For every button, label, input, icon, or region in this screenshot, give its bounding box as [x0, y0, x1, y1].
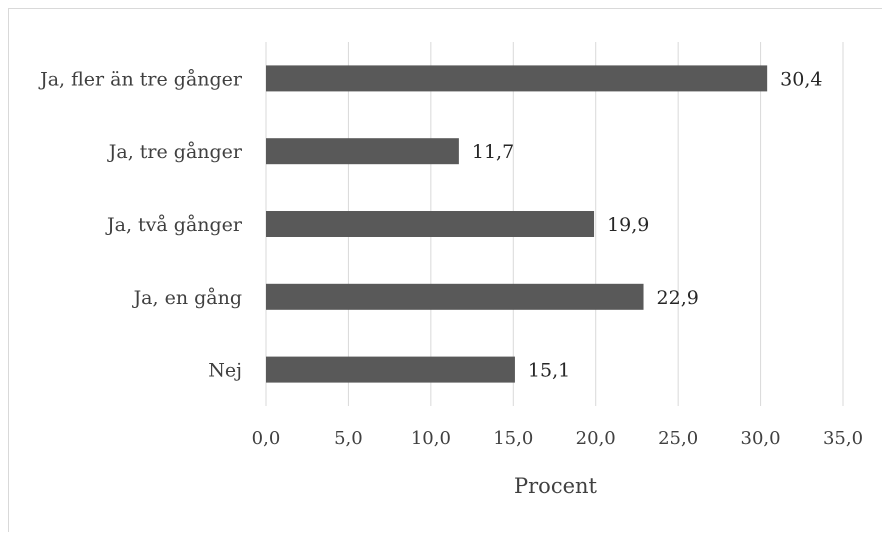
x-axis-title: Procent [514, 474, 598, 498]
x-tick-label: 15,0 [493, 428, 533, 449]
chart-container: 15,1 22,9 19,9 11,7 30,4 Nej Ja, en gång Ja, t… [8, 8, 882, 532]
bars [266, 65, 768, 383]
category-label: Ja, en gång [132, 287, 242, 309]
data-label: 30,4 [780, 68, 822, 90]
data-label: 15,1 [528, 360, 570, 382]
data-label: 11,7 [472, 141, 514, 163]
x-tick-label: 10,0 [411, 428, 451, 449]
x-tick-labels: 0,0 5,0 10,0 15,0 20,0 25,0 30,0 35,0 [252, 428, 863, 449]
data-label: 19,9 [607, 214, 649, 236]
category-label: Ja, två gånger [105, 214, 243, 236]
bar [266, 65, 768, 92]
x-tick-label: 5,0 [334, 428, 363, 449]
x-tick-label: 0,0 [252, 428, 281, 449]
category-label: Nej [208, 360, 242, 382]
bar [266, 283, 644, 310]
data-label: 22,9 [657, 287, 699, 309]
category-label: Ja, tre gånger [107, 141, 243, 163]
x-tick-label: 25,0 [658, 428, 698, 449]
bar-chart: 15,1 22,9 19,9 11,7 30,4 Nej Ja, en gång Ja, t… [38, 42, 863, 498]
data-labels: 15,1 22,9 19,9 11,7 30,4 [472, 68, 823, 381]
category-label: Ja, fler än tre gånger [38, 68, 243, 90]
category-labels: Nej Ja, en gång Ja, två gånger Ja, tre gång… [38, 68, 243, 381]
x-tick-label: 20,0 [576, 428, 616, 449]
bar [266, 356, 515, 383]
bar [266, 211, 595, 237]
bar [266, 138, 459, 165]
x-tick-label: 35,0 [823, 428, 863, 449]
x-tick-label: 30,0 [741, 428, 781, 449]
